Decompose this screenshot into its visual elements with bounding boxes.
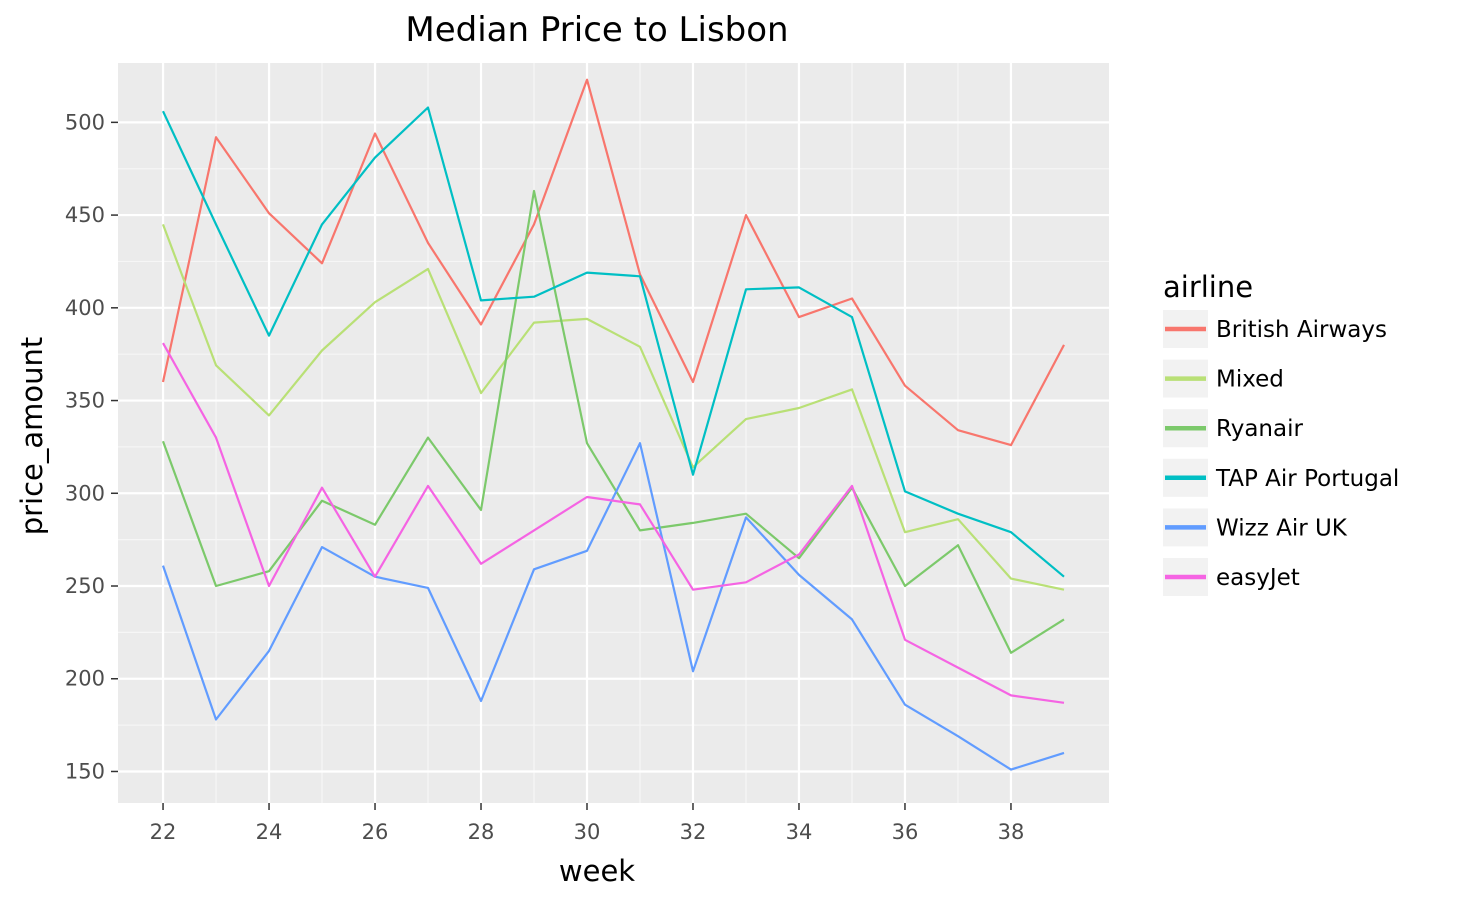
legend: airline British Airways Mixed Ryanair TAP A… [1163,270,1399,596]
series-lines [161,78,1065,771]
legend-label-ryanair: Ryanair [1216,416,1303,442]
series-line-tap-air-portugal [162,106,1065,578]
x-axis-title: week [559,854,635,888]
y-tick-label: 500 [65,110,105,134]
x-tick-label: 24 [256,820,283,844]
y-tick-label: 150 [65,759,105,783]
series-line-british-airways [161,78,1065,447]
y-tick-label: 250 [65,574,105,598]
legend-label-tap-air-portugal: TAP Air Portugal [1215,466,1399,492]
x-tick-label: 36 [892,820,919,844]
x-tick-label: 32 [680,820,707,844]
x-axis-ticks: 22 24 26 28 30 32 34 36 38 [150,803,1025,844]
x-tick-label: 30 [574,820,601,844]
x-tick-label: 28 [468,820,495,844]
legend-label-easyjet: easyJet [1216,565,1300,591]
legend-title: airline [1163,270,1253,304]
major-gridlines [118,63,1109,803]
legend-label-mixed: Mixed [1216,367,1284,393]
y-tick-label: 450 [65,203,105,227]
series-line-ryanair [161,189,1065,654]
series-line-mixed [161,224,1065,591]
y-tick-label: 300 [65,481,105,505]
x-tick-label: 38 [998,820,1025,844]
y-axis-title: price_amount [15,337,49,536]
y-tick-label: 350 [65,389,105,413]
x-tick-label: 34 [786,820,813,844]
chart-title: Median Price to Lisbon [405,10,788,50]
series-line-wizz-air-uk [161,442,1065,771]
y-tick-label: 400 [65,296,105,320]
x-tick-label: 26 [362,820,389,844]
y-tick-label: 200 [65,667,105,691]
series-line-easyjet [162,342,1065,704]
x-tick-label: 22 [150,820,177,844]
legend-label-wizz-air-uk: Wizz Air UK [1216,515,1348,541]
y-axis-ticks: 150 200 250 300 350 400 450 500 [65,110,118,783]
legend-label-british-airways: British Airways [1216,317,1387,343]
